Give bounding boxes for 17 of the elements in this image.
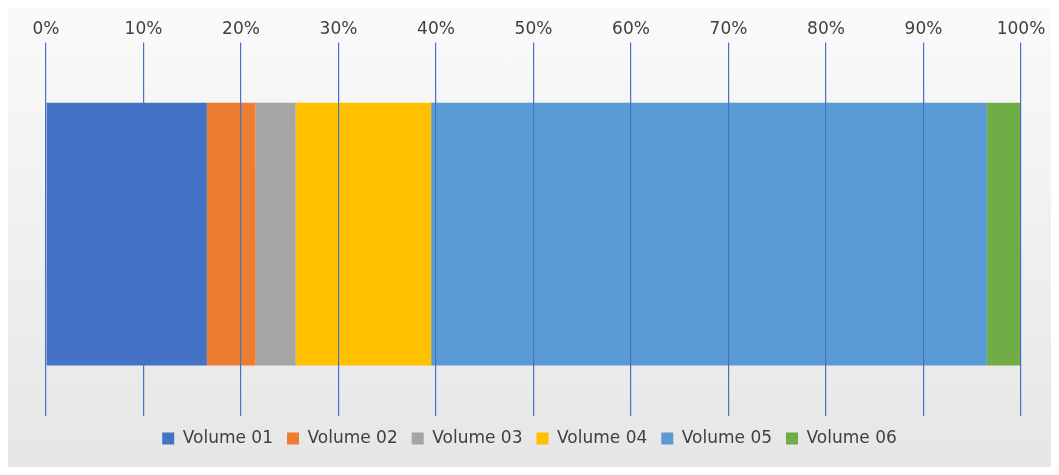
x-tick-label: 100% [996,17,1046,38]
x-tick-label: 60% [612,17,650,38]
x-tick-label: 0% [32,17,60,38]
x-tick-label: 20% [222,17,260,38]
legend-label: Volume 04 [557,426,648,447]
legend-label: Volume 03 [432,426,523,447]
x-tick-label: 30% [319,17,358,38]
x-tick-label: 10% [124,17,163,38]
legend-label: Volume 06 [806,426,897,447]
x-tick-label: 50% [514,17,553,38]
legend-label: Volume 02 [307,426,398,447]
x-tick-label: 90% [904,17,943,38]
legend-label: Volume 05 [681,426,773,447]
legend-label: Volume 01 [182,426,273,447]
x-tick-label: 70% [709,17,748,38]
x-tick-label: 80% [807,17,845,38]
x-tick-label: 40% [417,17,455,38]
